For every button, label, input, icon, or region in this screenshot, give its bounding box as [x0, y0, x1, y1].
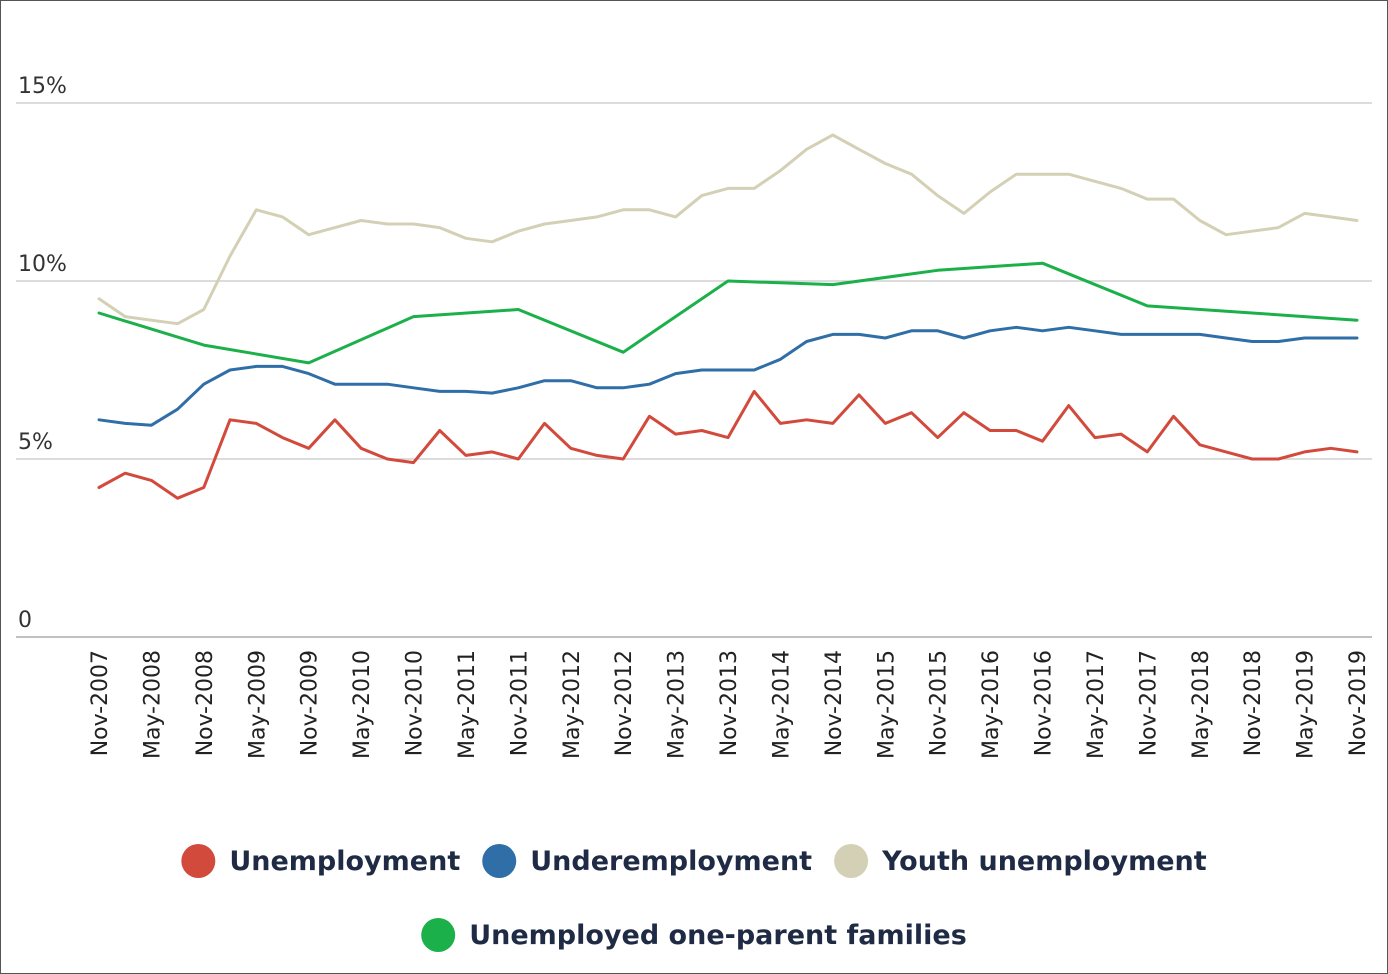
x-tick-label: May-2009 [245, 650, 270, 759]
legend-marker-underemployment [482, 844, 517, 878]
legend-label-youth-unemployment: Youth unemployment [881, 846, 1207, 877]
x-axis-ticks: Nov-2007 May-2008 Nov-2008 May-2009 Nov-2009… [88, 650, 1371, 759]
legend-marker-unemployment [181, 844, 216, 878]
series-line-underemployment [97, 325, 1359, 427]
y-tick-label: 0 [18, 608, 32, 633]
legend-marker-unemployed-one-parent-families [421, 918, 456, 952]
x-tick-label: May-2013 [665, 650, 690, 759]
x-tick-label: May-2011 [455, 650, 480, 759]
x-tick-label: May-2016 [979, 650, 1004, 759]
x-tick-label: Nov-2016 [1032, 650, 1057, 756]
x-tick-label: Nov-2013 [717, 650, 742, 756]
x-tick-label: May-2015 [874, 650, 899, 759]
x-tick-label: May-2012 [560, 650, 585, 759]
legend-label-unemployed-one-parent-families: Unemployed one-parent families [469, 920, 967, 951]
x-tick-label: Nov-2009 [298, 650, 323, 756]
legend-label-unemployment: Unemployment [229, 846, 460, 877]
x-tick-label: Nov-2015 [927, 650, 952, 756]
legend: Unemployment Underemployment Youth unemplo… [181, 844, 1207, 952]
x-tick-label: May-2018 [1189, 650, 1214, 759]
legend-label-underemployment: Underemployment [530, 846, 812, 877]
series-line-unemployed-one-parent-families [97, 261, 1359, 365]
series-line-unemployment [97, 389, 1359, 500]
x-tick-label: Nov-2011 [507, 650, 532, 756]
legend-marker-youth-unemployment [834, 844, 869, 878]
x-tick-label: May-2019 [1294, 650, 1319, 759]
x-tick-label: May-2008 [140, 650, 165, 759]
series-lines [97, 133, 1359, 500]
x-tick-label: Nov-2008 [193, 650, 218, 756]
y-tick-label: 10% [18, 252, 67, 277]
x-tick-label: May-2014 [769, 650, 794, 759]
y-axis-ticks: 0 5% 10% 15% [18, 74, 67, 633]
x-tick-label: Nov-2019 [1346, 650, 1371, 756]
x-tick-label: Nov-2018 [1241, 650, 1266, 756]
series-line-youth-unemployment [97, 133, 1359, 326]
gridlines [16, 102, 1372, 638]
x-tick-label: Nov-2012 [612, 650, 637, 756]
x-tick-label: Nov-2017 [1136, 650, 1161, 756]
x-tick-label: May-2017 [1084, 650, 1109, 759]
y-tick-label: 5% [18, 430, 53, 455]
x-tick-label: Nov-2014 [822, 650, 847, 756]
y-tick-label: 15% [18, 74, 67, 99]
x-tick-label: Nov-2007 [88, 650, 113, 756]
x-tick-label: May-2010 [350, 650, 375, 759]
x-tick-label: Nov-2010 [403, 650, 428, 756]
